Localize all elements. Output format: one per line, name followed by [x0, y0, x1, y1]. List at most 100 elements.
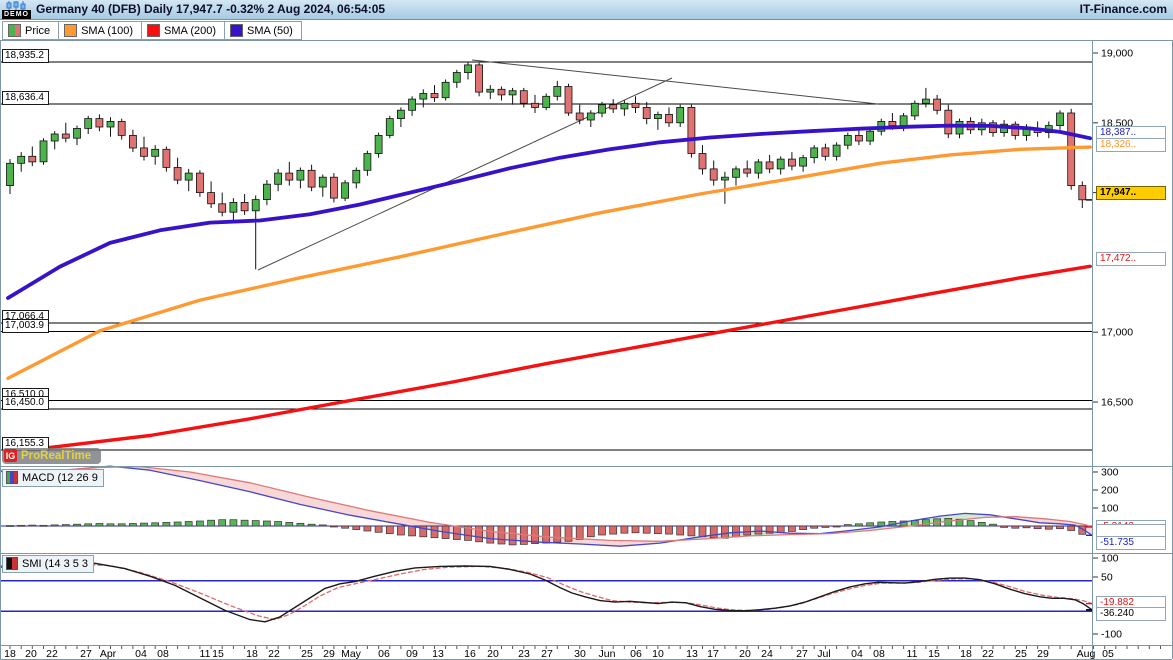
- candle-up[interactable]: [955, 121, 964, 135]
- macd-hist-bar-down[interactable]: [799, 525, 807, 530]
- macd-hist-bar-down[interactable]: [1056, 525, 1064, 530]
- candle-down[interactable]: [888, 121, 897, 127]
- candle-up[interactable]: [50, 133, 59, 142]
- candle-down[interactable]: [609, 104, 618, 110]
- candle-down[interactable]: [642, 107, 651, 120]
- candle-up[interactable]: [352, 169, 361, 184]
- candle-up[interactable]: [296, 169, 305, 181]
- macd-hist-bar-up[interactable]: [263, 520, 271, 527]
- candle-down[interactable]: [195, 172, 204, 194]
- candle-up[interactable]: [318, 176, 327, 188]
- macd-hist-bar-up[interactable]: [274, 521, 282, 527]
- legend-item-sma-50[interactable]: SMA (50): [225, 22, 301, 39]
- macd-hist-bar-up[interactable]: [955, 518, 964, 527]
- candle-up[interactable]: [151, 148, 160, 157]
- macd-hist-bar-down[interactable]: [810, 525, 819, 529]
- candle-down[interactable]: [140, 147, 148, 157]
- candle-up[interactable]: [486, 88, 495, 93]
- macd-hist-bar-up[interactable]: [173, 521, 182, 527]
- candle-up[interactable]: [385, 118, 394, 136]
- candle-up[interactable]: [341, 182, 350, 199]
- candle-down[interactable]: [28, 155, 37, 163]
- macd-hist-bar-down[interactable]: [330, 525, 338, 528]
- macd-hist-bar-up[interactable]: [184, 521, 193, 527]
- candle-down[interactable]: [207, 192, 216, 205]
- macd-hist-bar-up[interactable]: [95, 523, 104, 527]
- brand-link[interactable]: IT-Finance.com: [1079, 2, 1167, 16]
- macd-hist-bar-up[interactable]: [855, 523, 863, 527]
- candle-down[interactable]: [709, 168, 718, 181]
- candle-up[interactable]: [721, 176, 729, 181]
- macd-hist-bar-down[interactable]: [430, 525, 439, 539]
- macd-hist-bar-down[interactable]: [1033, 525, 1042, 530]
- macd-hist-bar-down[interactable]: [542, 525, 551, 544]
- macd-hist-bar-up[interactable]: [106, 523, 115, 527]
- candle-up[interactable]: [464, 64, 472, 74]
- candle-down[interactable]: [631, 102, 640, 108]
- candle-up[interactable]: [676, 107, 685, 124]
- candle-up[interactable]: [866, 130, 874, 142]
- legend-item-sma-100[interactable]: SMA (100): [59, 22, 143, 39]
- macd-hist-bar-down[interactable]: [687, 525, 696, 537]
- candle-up[interactable]: [396, 109, 405, 119]
- macd-hist-bar-down[interactable]: [776, 525, 785, 533]
- macd-hist-bar-up[interactable]: [39, 524, 48, 527]
- macd-hist-bar-up[interactable]: [218, 519, 227, 527]
- candle-up[interactable]: [84, 118, 93, 129]
- macd-hist-bar-down[interactable]: [575, 525, 584, 540]
- macd-hist-bar-down[interactable]: [765, 525, 774, 534]
- macd-hist-bar-down[interactable]: [341, 525, 349, 529]
- macd-hist-bar-up[interactable]: [50, 524, 59, 527]
- macd-hist-bar-down[interactable]: [586, 525, 595, 538]
- macd-hist-bar-up[interactable]: [207, 519, 215, 527]
- macd-hist-bar-down[interactable]: [631, 525, 640, 534]
- macd-hist-bar-down[interactable]: [654, 525, 662, 534]
- candle-down[interactable]: [531, 102, 539, 108]
- macd-hist-bar-up[interactable]: [877, 521, 886, 527]
- candle-down[interactable]: [821, 147, 830, 157]
- candle-down[interactable]: [564, 86, 573, 114]
- macd-hist-bar-down[interactable]: [732, 525, 740, 538]
- macd-hist-bar-up[interactable]: [251, 520, 260, 527]
- macd-hist-bar-up[interactable]: [285, 522, 294, 527]
- candle-up[interactable]: [754, 161, 763, 174]
- candle-down[interactable]: [497, 88, 506, 96]
- candle-down[interactable]: [218, 203, 227, 213]
- macd-hist-bar-up[interactable]: [129, 523, 137, 527]
- macd-hist-bar-up[interactable]: [229, 519, 238, 527]
- candle-down[interactable]: [430, 93, 439, 99]
- candle-down[interactable]: [1011, 123, 1020, 136]
- macd-hist-bar-down[interactable]: [475, 525, 483, 543]
- candle-down[interactable]: [575, 112, 584, 121]
- candle-up[interactable]: [262, 183, 271, 200]
- candle-up[interactable]: [508, 90, 517, 96]
- candle-up[interactable]: [106, 121, 115, 128]
- macd-hist-bar-down[interactable]: [721, 525, 729, 539]
- macd-hist-bar-down[interactable]: [363, 525, 372, 532]
- candle-up[interactable]: [374, 134, 383, 154]
- macd-hist-bar-down[interactable]: [452, 525, 461, 540]
- macd-hist-bar-up[interactable]: [989, 523, 997, 527]
- candle-up[interactable]: [6, 162, 14, 187]
- candle-down[interactable]: [128, 134, 137, 149]
- macd-hist-bar-up[interactable]: [140, 522, 148, 527]
- macd-hist-bar-up[interactable]: [307, 523, 316, 527]
- macd-hist-bar-down[interactable]: [620, 525, 629, 534]
- macd-hist-bar-down[interactable]: [385, 525, 394, 534]
- macd-hist-bar-down[interactable]: [508, 525, 517, 546]
- macd-hist-bar-down[interactable]: [609, 525, 618, 535]
- macd-hist-bar-down[interactable]: [743, 525, 752, 536]
- candle-up[interactable]: [17, 155, 26, 164]
- candle-up[interactable]: [274, 172, 283, 185]
- macd-hist-bar-down[interactable]: [1000, 525, 1008, 528]
- macd-hist-bar-down[interactable]: [642, 525, 651, 534]
- macd-hist-bar-down[interactable]: [1078, 525, 1087, 535]
- macd-hist-bar-up[interactable]: [977, 522, 986, 527]
- macd-hist-bar-down[interactable]: [1022, 525, 1031, 529]
- candle-down[interactable]: [61, 133, 70, 139]
- candle-up[interactable]: [441, 81, 450, 99]
- candle-down[interactable]: [307, 169, 316, 188]
- candle-down[interactable]: [944, 109, 953, 135]
- candle-down[interactable]: [743, 168, 752, 174]
